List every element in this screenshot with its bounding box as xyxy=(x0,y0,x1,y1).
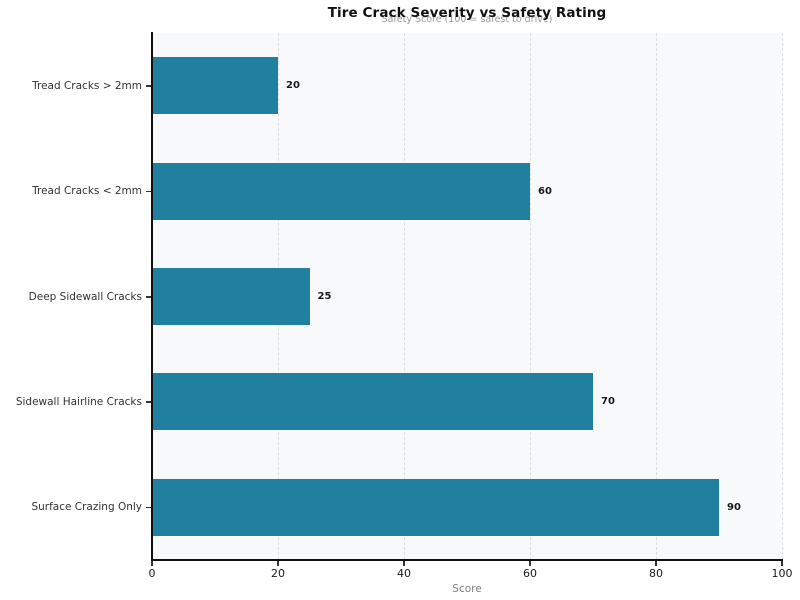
x-tick-mark xyxy=(781,561,783,566)
y-tick-mark xyxy=(146,401,151,403)
bar xyxy=(152,373,593,431)
category-label: Surface Crazing Only xyxy=(31,501,142,514)
bar-value-label: 70 xyxy=(601,396,615,408)
bar xyxy=(152,268,310,326)
gridline xyxy=(530,33,531,560)
gridline xyxy=(404,33,405,560)
x-tick-label: 100 xyxy=(771,567,793,580)
x-tick-mark xyxy=(529,561,531,566)
category-label: Deep Sidewall Cracks xyxy=(28,290,142,303)
y-tick-mark xyxy=(146,85,151,87)
x-tick-mark xyxy=(403,561,405,566)
bar-value-label: 90 xyxy=(727,501,741,513)
bar xyxy=(152,162,530,220)
y-tick-mark xyxy=(146,506,151,509)
bar-value-label: 25 xyxy=(317,291,332,303)
x-tick-label: 0 xyxy=(148,567,156,580)
bar-row: 60 xyxy=(152,138,782,243)
bar-row: 20 xyxy=(152,33,782,138)
x-tick-mark xyxy=(655,561,657,566)
x-tick-label: 20 xyxy=(271,567,285,580)
x-tick-mark xyxy=(277,561,279,566)
bar-row: 25 xyxy=(152,244,782,349)
bar xyxy=(152,478,719,536)
x-tick-label: 80 xyxy=(649,567,663,580)
y-tick-mark xyxy=(146,190,151,193)
chart-title: Tire Crack Severity vs Safety Rating xyxy=(327,5,607,21)
category-label: Tread Cracks < 2mm xyxy=(32,185,142,198)
plot-area: 20 60 25 70 90 xyxy=(152,33,783,560)
x-axis-spine xyxy=(151,559,783,561)
x-axis-label: Score xyxy=(452,583,482,595)
x-tick-mark xyxy=(151,561,153,566)
gridline xyxy=(782,33,783,560)
x-tick-label: 60 xyxy=(523,567,537,580)
bar-row: 70 xyxy=(152,349,782,454)
chart-subtitle: Safety Score (100 = safest to drive) xyxy=(381,14,553,25)
bar-row: 90 xyxy=(152,455,782,560)
y-axis-spine xyxy=(151,32,153,561)
y-tick-mark xyxy=(146,296,151,298)
bar xyxy=(152,57,278,115)
gridline xyxy=(656,33,657,560)
category-label: Tread Cracks > 2mm xyxy=(32,79,142,92)
x-tick-label: 40 xyxy=(397,567,411,580)
bar-value-label: 20 xyxy=(286,80,300,92)
bar-rows: 20 60 25 70 90 xyxy=(152,33,782,560)
bar-value-label: 60 xyxy=(538,185,552,197)
category-label: Sidewall Hairline Cracks xyxy=(15,395,142,408)
